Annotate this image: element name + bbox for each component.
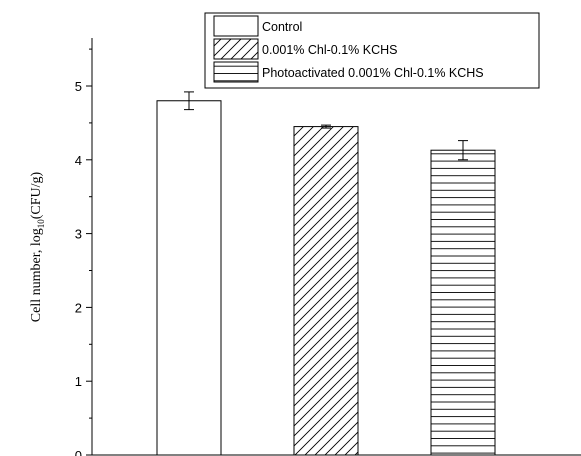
y-tick-label: 0 <box>75 448 82 456</box>
y-axis-label-suffix: (CFU/g) <box>29 171 44 219</box>
y-ticks: 0 1 2 3 4 5 <box>75 48 92 456</box>
bar <box>156 100 222 456</box>
y-tick-label: 1 <box>75 374 82 389</box>
bar <box>430 149 496 456</box>
legend: Control 0.001% Chl-0.1% KCHS Photoactivate… <box>204 12 540 89</box>
y-axis-label: Cell number, log10(CFU/g) <box>29 171 46 322</box>
bar <box>293 126 359 456</box>
legend-swatch <box>213 38 259 60</box>
legend-label: Control <box>262 20 302 34</box>
y-tick-label: 4 <box>75 153 82 168</box>
legend-label: 0.001% Chl-0.1% KCHS <box>262 43 397 57</box>
error-bars <box>184 91 468 161</box>
y-tick-label: 5 <box>75 79 82 94</box>
y-tick-label: 2 <box>75 300 82 315</box>
legend-box <box>204 12 540 89</box>
y-tick-label: 3 <box>75 227 82 242</box>
y-axis-label-subscript: 10 <box>36 219 46 229</box>
legend-swatch <box>213 61 259 83</box>
legend-label: Photoactivated 0.001% Chl-0.1% KCHS <box>262 66 484 80</box>
bars <box>156 100 496 456</box>
legend-swatch <box>213 15 259 37</box>
